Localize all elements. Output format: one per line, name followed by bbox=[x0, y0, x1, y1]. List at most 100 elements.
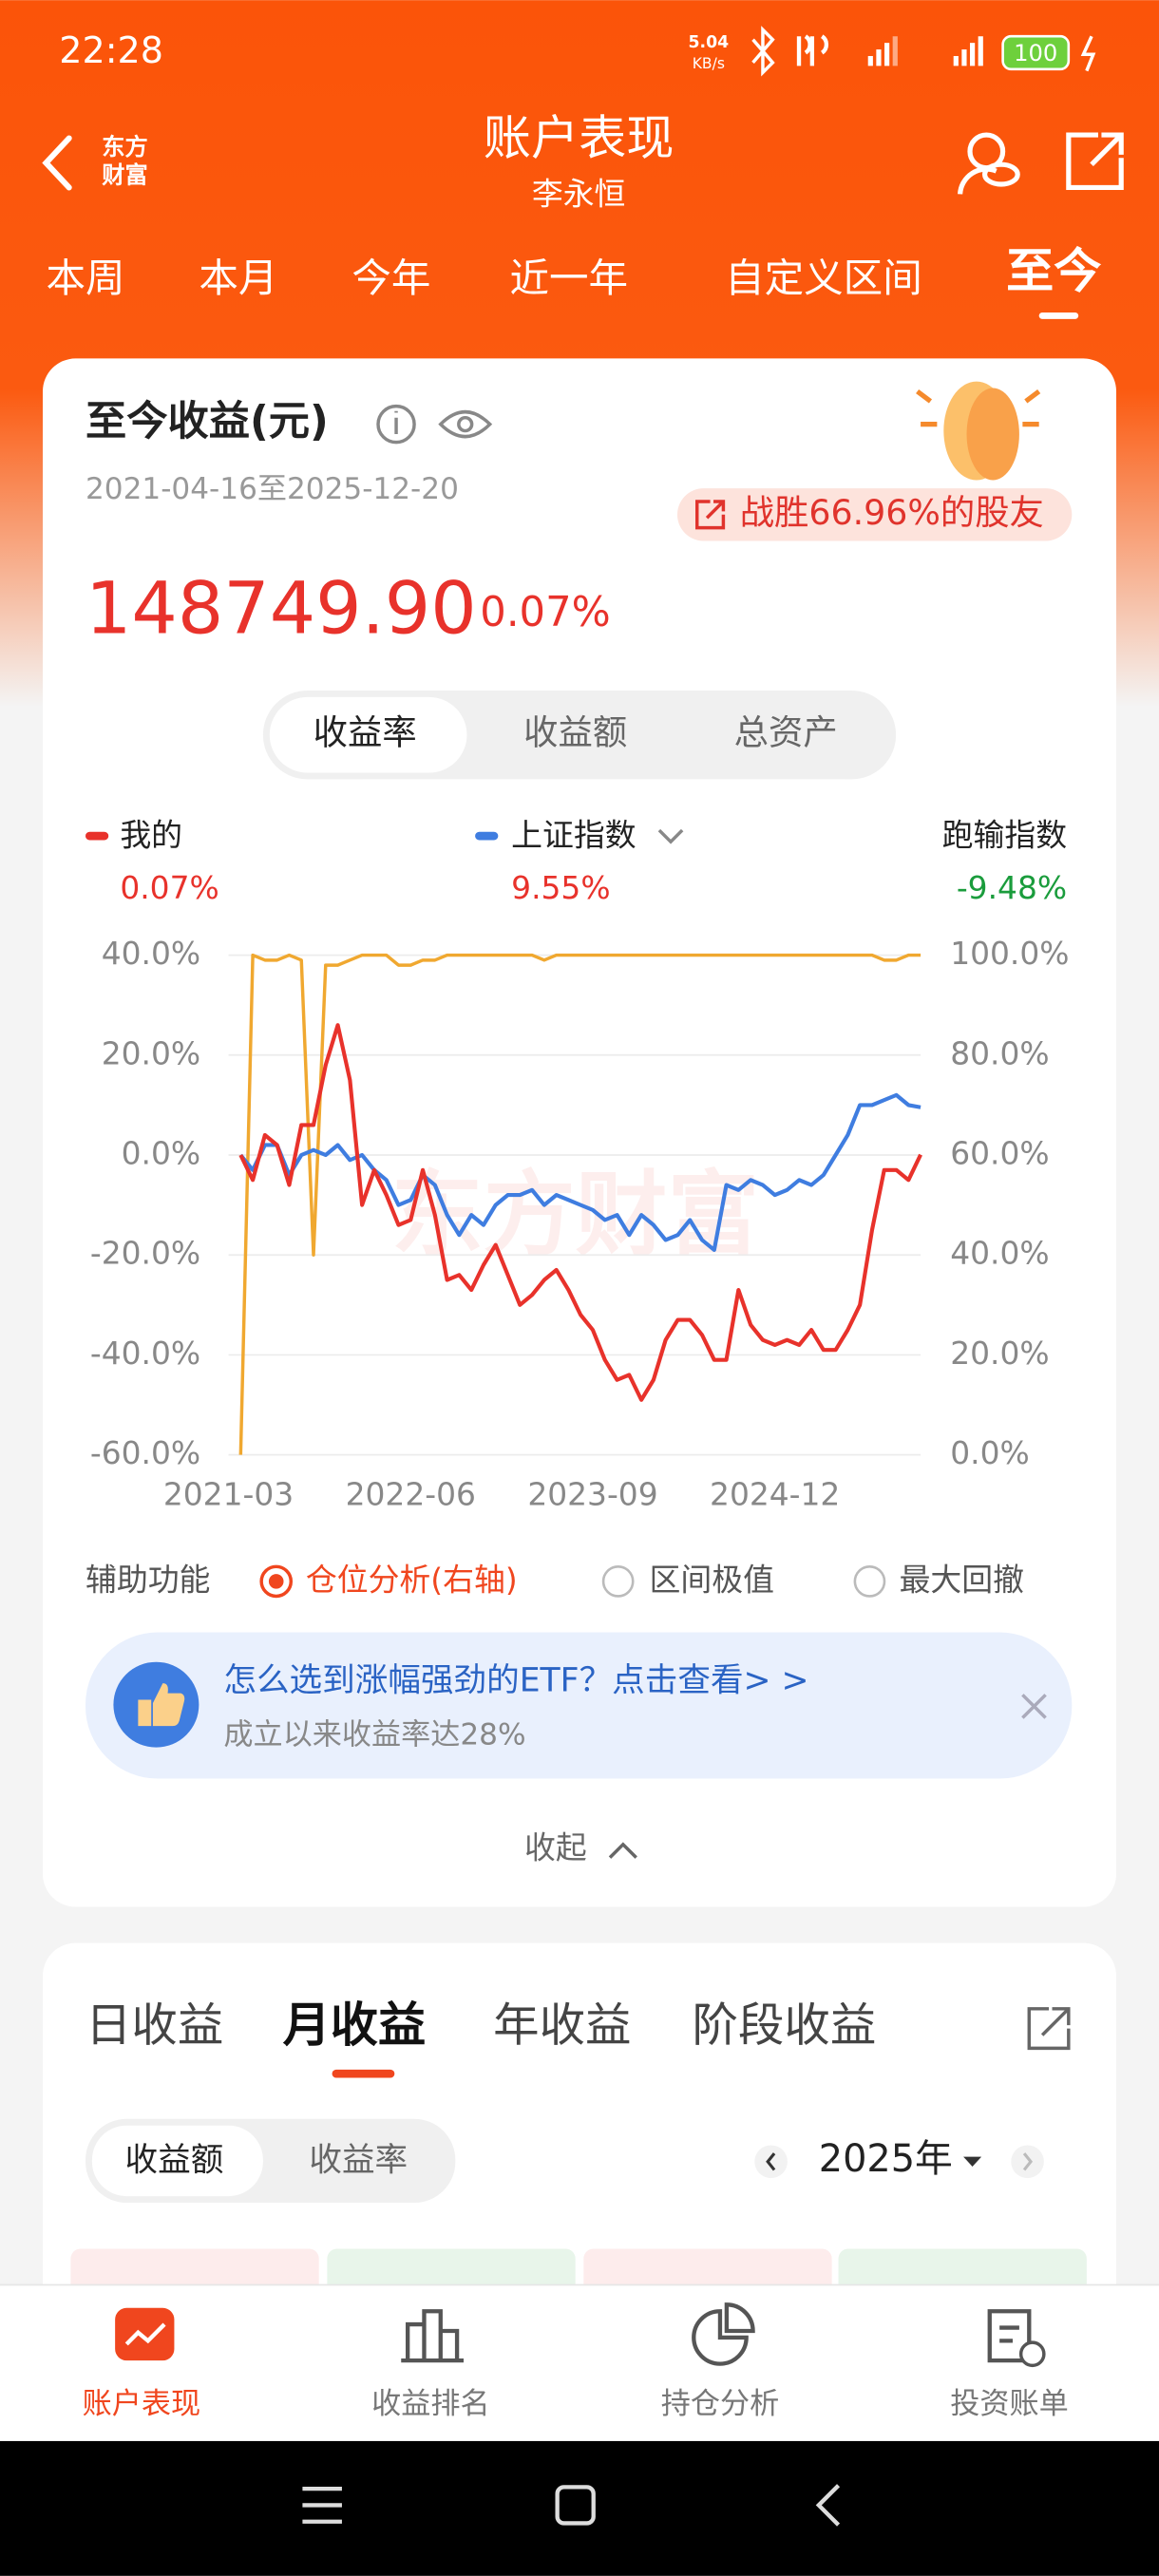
y-tick-label: -20.0% bbox=[90, 1235, 200, 1272]
badge-share-icon bbox=[695, 500, 726, 530]
system-nav bbox=[0, 2440, 1159, 2576]
next-icon bbox=[1022, 2152, 1034, 2171]
y2-tick-label: 100.0% bbox=[950, 935, 1069, 972]
y-tick-label: 20.0% bbox=[102, 1034, 200, 1071]
x-tick-label: 2024-12 bbox=[710, 1475, 840, 1512]
charging-icon bbox=[1080, 35, 1096, 72]
tab-indicator bbox=[332, 2069, 395, 2078]
badge[interactable] bbox=[676, 488, 1073, 541]
x-tick-label: 2021-03 bbox=[163, 1475, 294, 1512]
period-tab[interactable]: 今年 bbox=[352, 255, 430, 301]
y2-tick-label: 20.0% bbox=[950, 1335, 1049, 1372]
dropdown-icon[interactable] bbox=[657, 828, 684, 844]
radio[interactable] bbox=[601, 1565, 635, 1598]
collapse-button[interactable]: 收起 bbox=[524, 1828, 587, 1866]
banner-close[interactable] bbox=[1021, 1694, 1047, 1719]
prev-year[interactable] bbox=[754, 2145, 788, 2179]
segment-active bbox=[91, 2125, 263, 2197]
next-year[interactable] bbox=[1011, 2145, 1044, 2179]
share-button[interactable] bbox=[1066, 132, 1124, 191]
period-tab-active[interactable]: 至今 bbox=[1006, 243, 1101, 299]
date-range: 2021-04-16至2025-12-20 bbox=[86, 472, 459, 506]
earbuds-icon bbox=[796, 34, 829, 66]
period-tab[interactable]: 本周 bbox=[46, 255, 124, 301]
watermark: 东方财富 bbox=[391, 1161, 760, 1268]
y2-tick-label: 80.0% bbox=[950, 1034, 1049, 1071]
clap-illustration bbox=[916, 381, 1041, 481]
year-selector[interactable]: 2025年 bbox=[819, 2137, 953, 2181]
menu-key[interactable] bbox=[302, 2486, 342, 2524]
bluetooth-icon bbox=[751, 26, 775, 77]
legend-label: 我的 bbox=[120, 816, 182, 853]
prev-icon bbox=[766, 2152, 776, 2171]
page-title: 账户表现 bbox=[484, 109, 674, 165]
period-tab[interactable]: 本月 bbox=[199, 255, 277, 301]
legend-swatch bbox=[475, 831, 499, 841]
back-button[interactable] bbox=[42, 135, 72, 191]
radio-selected[interactable] bbox=[259, 1564, 294, 1599]
income-tab[interactable]: 日收益 bbox=[86, 1999, 223, 2053]
info-icon[interactable] bbox=[376, 404, 416, 445]
battery-level: 100 bbox=[1014, 40, 1057, 66]
signal-icons bbox=[867, 36, 983, 66]
nav-icon bbox=[115, 2307, 175, 2361]
nav-icon bbox=[692, 2302, 755, 2366]
home-key[interactable] bbox=[555, 2485, 596, 2526]
aux-option[interactable]: 最大回撤 bbox=[900, 1561, 1024, 1598]
series-line bbox=[238, 953, 922, 1455]
badge-text: 战胜66.96%的股友 bbox=[740, 492, 1044, 533]
logo-top: 东方 bbox=[102, 134, 147, 161]
collapse-icon bbox=[608, 1842, 637, 1859]
nav-label[interactable]: 持仓分析 bbox=[661, 2387, 780, 2421]
thumb-icon bbox=[138, 1683, 185, 1727]
share-icon[interactable] bbox=[1027, 2007, 1071, 2051]
income-tab-active[interactable]: 月收益 bbox=[283, 1997, 427, 2053]
radio[interactable] bbox=[853, 1565, 886, 1598]
series-line bbox=[238, 1023, 922, 1402]
nav-label[interactable]: 投资账单 bbox=[950, 2387, 1069, 2421]
segment-option[interactable]: 总资产 bbox=[734, 712, 838, 753]
series-line bbox=[238, 1092, 922, 1253]
y2-tick-label: 60.0% bbox=[950, 1135, 1049, 1172]
segment-option[interactable]: 收益率 bbox=[309, 2142, 408, 2180]
nav-icon-line bbox=[124, 2322, 166, 2346]
aux-option[interactable]: 仓位分析(右轴) bbox=[306, 1561, 518, 1598]
y-tick-label: 40.0% bbox=[102, 935, 200, 972]
page-subtitle: 李永恒 bbox=[532, 176, 626, 213]
chart: 40.0% 20.0% 0.0% -20.0% -40.0% -60.0% 100.0% 80… bbox=[90, 935, 1070, 1512]
year-dropdown bbox=[963, 2156, 982, 2167]
time: 22:28 bbox=[59, 29, 163, 71]
nav-label[interactable]: 收益排名 bbox=[371, 2387, 490, 2421]
tab-indicator bbox=[1038, 312, 1079, 319]
promo-banner[interactable] bbox=[85, 1632, 1073, 1779]
period-tab[interactable]: 近一年 bbox=[509, 255, 628, 301]
segment-option[interactable]: 收益额 bbox=[125, 2142, 224, 2180]
y-tick-label: -40.0% bbox=[90, 1335, 200, 1372]
legend-label[interactable]: 上证指数 bbox=[511, 816, 636, 853]
nav-label-active[interactable]: 账户表现 bbox=[83, 2387, 201, 2421]
aux-label: 辅助功能 bbox=[86, 1561, 210, 1598]
legend-value: -9.48% bbox=[957, 869, 1067, 906]
nav-icon-badge bbox=[1018, 2340, 1046, 2368]
eye-icon[interactable] bbox=[438, 410, 493, 439]
segment-option[interactable]: 收益额 bbox=[523, 712, 627, 753]
x-tick-label: 2023-09 bbox=[527, 1475, 657, 1512]
legend-value: 9.55% bbox=[511, 869, 610, 906]
nav-icon bbox=[401, 2309, 464, 2363]
y2-tick-label: 40.0% bbox=[950, 1235, 1049, 1272]
back-key[interactable] bbox=[815, 2484, 841, 2527]
period-tab[interactable]: 自定义区间 bbox=[725, 255, 922, 301]
battery bbox=[1001, 34, 1071, 71]
segment-option[interactable]: 收益率 bbox=[314, 712, 417, 753]
bottom-nav bbox=[0, 2284, 1159, 2441]
net-speed: 5.04 bbox=[689, 33, 730, 52]
summary-title: 至今收益(元) bbox=[86, 398, 329, 445]
profile-button[interactable] bbox=[958, 132, 1020, 195]
income-tab[interactable]: 阶段收益 bbox=[693, 1999, 877, 2053]
income-tab[interactable]: 年收益 bbox=[493, 1999, 631, 2053]
aux-option[interactable]: 区间极值 bbox=[650, 1561, 774, 1598]
total-income: 148749.90 bbox=[86, 566, 477, 651]
y-tick-label: 0.0% bbox=[122, 1135, 200, 1172]
legend-label: 跑输指数 bbox=[942, 816, 1067, 853]
